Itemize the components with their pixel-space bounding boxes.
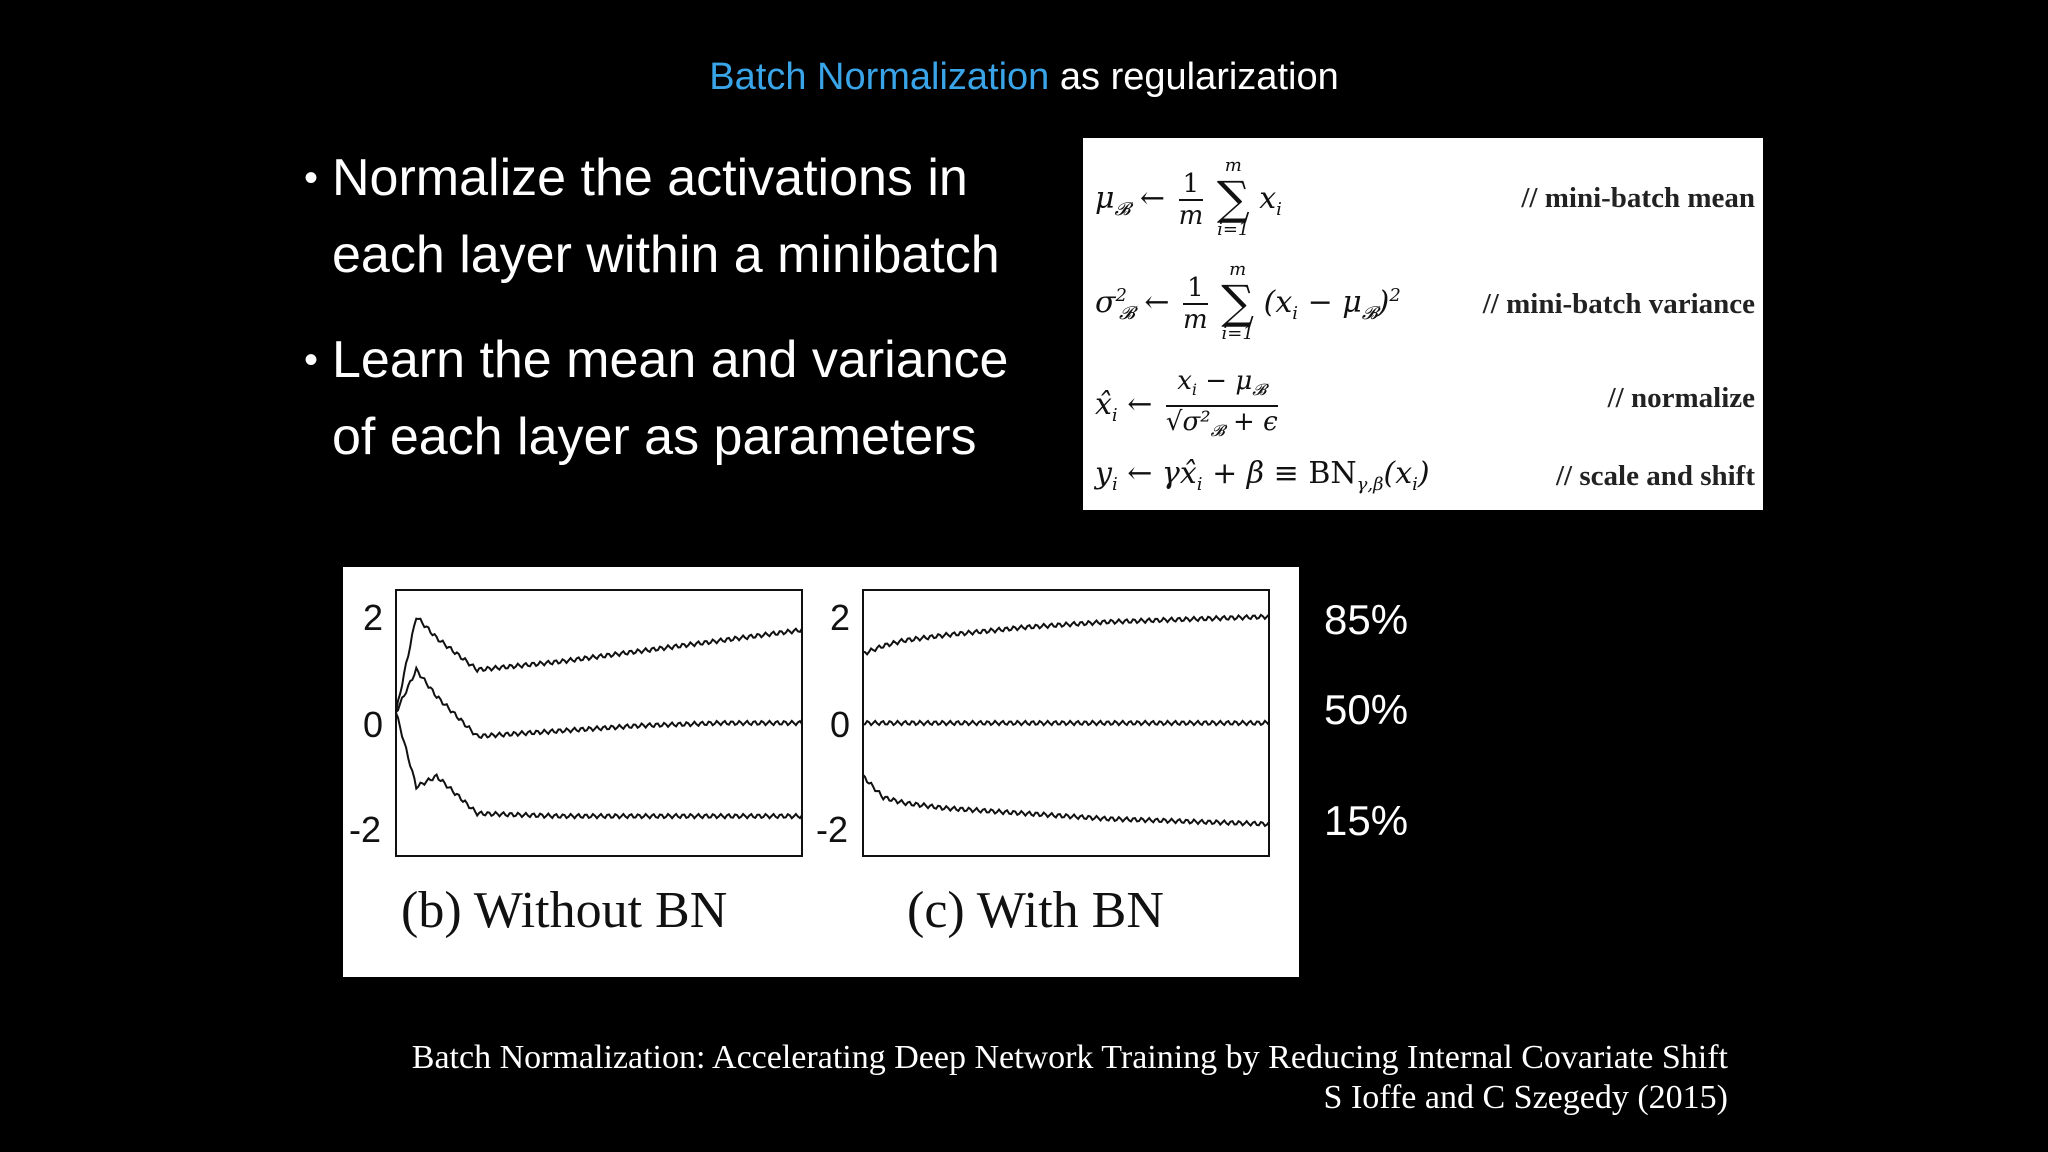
title-accent: Batch Normalization bbox=[709, 56, 1050, 98]
series-line-85pct-without-bn bbox=[395, 617, 803, 713]
bullet-line: Normalize the activations in bbox=[332, 149, 968, 207]
bullet-list: • Normalize the activations in each laye… bbox=[300, 140, 1060, 504]
panel-b-ytick-mid: 0 bbox=[363, 704, 383, 745]
bullet-line: of each layer as parameters bbox=[332, 408, 977, 466]
citation-title: Batch Normalization: Accelerating Deep N… bbox=[411, 1039, 1728, 1076]
series-line-15pct-with-bn bbox=[862, 774, 1270, 828]
bullet-dot-icon: • bbox=[304, 338, 319, 382]
equation-scale-shift: yi ← γx̂i + β ≡ BNγ,β(xi) bbox=[1095, 456, 1430, 495]
panel-c-ytick-top: 2 bbox=[830, 597, 850, 638]
comment-mean: // mini-batch mean bbox=[1521, 182, 1755, 214]
series-line-15pct-without-bn bbox=[395, 712, 803, 820]
percentile-85-label: 85% bbox=[1324, 596, 1409, 643]
activation-figure: 2 0 -2 2 0 -2 (b) Without BN (c) With BN bbox=[343, 567, 1299, 977]
percentile-15-label: 15% bbox=[1324, 797, 1409, 844]
panel-b-ytick-bottom: -2 bbox=[349, 809, 381, 850]
activation-plots: 2 0 -2 2 0 -2 (b) Without BN (c) With BN bbox=[349, 589, 1270, 939]
title-rest: as regularization bbox=[1059, 56, 1339, 98]
panel-b-ytick-top: 2 bbox=[363, 597, 383, 638]
percentile-50-label: 50% bbox=[1324, 686, 1409, 733]
series-line-50pct-with-bn bbox=[862, 719, 1270, 727]
bullet-item: • Learn the mean and variance of each la… bbox=[300, 322, 1060, 476]
panel-b-caption: (b) Without BN bbox=[401, 882, 727, 939]
comment-variance: // mini-batch variance bbox=[1482, 288, 1755, 320]
bullet-line: each layer within a minibatch bbox=[332, 226, 1000, 284]
citation-authors: S Ioffe and C Szegedy (2015) bbox=[1323, 1079, 1728, 1116]
comment-scale: // scale and shift bbox=[1556, 460, 1755, 492]
panel-c-frame bbox=[862, 589, 1270, 857]
panel-c-ytick-mid: 0 bbox=[830, 704, 850, 745]
series-line-85pct-with-bn bbox=[862, 613, 1270, 656]
series-line-50pct-without-bn bbox=[395, 665, 803, 740]
equation-normalize: x̂i ← xi − μ𝓑 √σ²𝓑 + ϵ bbox=[1095, 366, 1278, 441]
bullet-item: • Normalize the activations in each laye… bbox=[300, 140, 1060, 294]
bullet-line: Learn the mean and variance bbox=[332, 331, 1009, 389]
slide-title: Batch Normalization as regularization bbox=[0, 52, 2048, 102]
panel-c-ytick-bottom: -2 bbox=[816, 809, 848, 850]
citation: Batch Normalization: Accelerating Deep N… bbox=[412, 1038, 1728, 1118]
panel-c-caption: (c) With BN bbox=[907, 882, 1164, 939]
comment-normalize: // normalize bbox=[1607, 382, 1755, 414]
bullet-dot-icon: • bbox=[304, 156, 319, 200]
